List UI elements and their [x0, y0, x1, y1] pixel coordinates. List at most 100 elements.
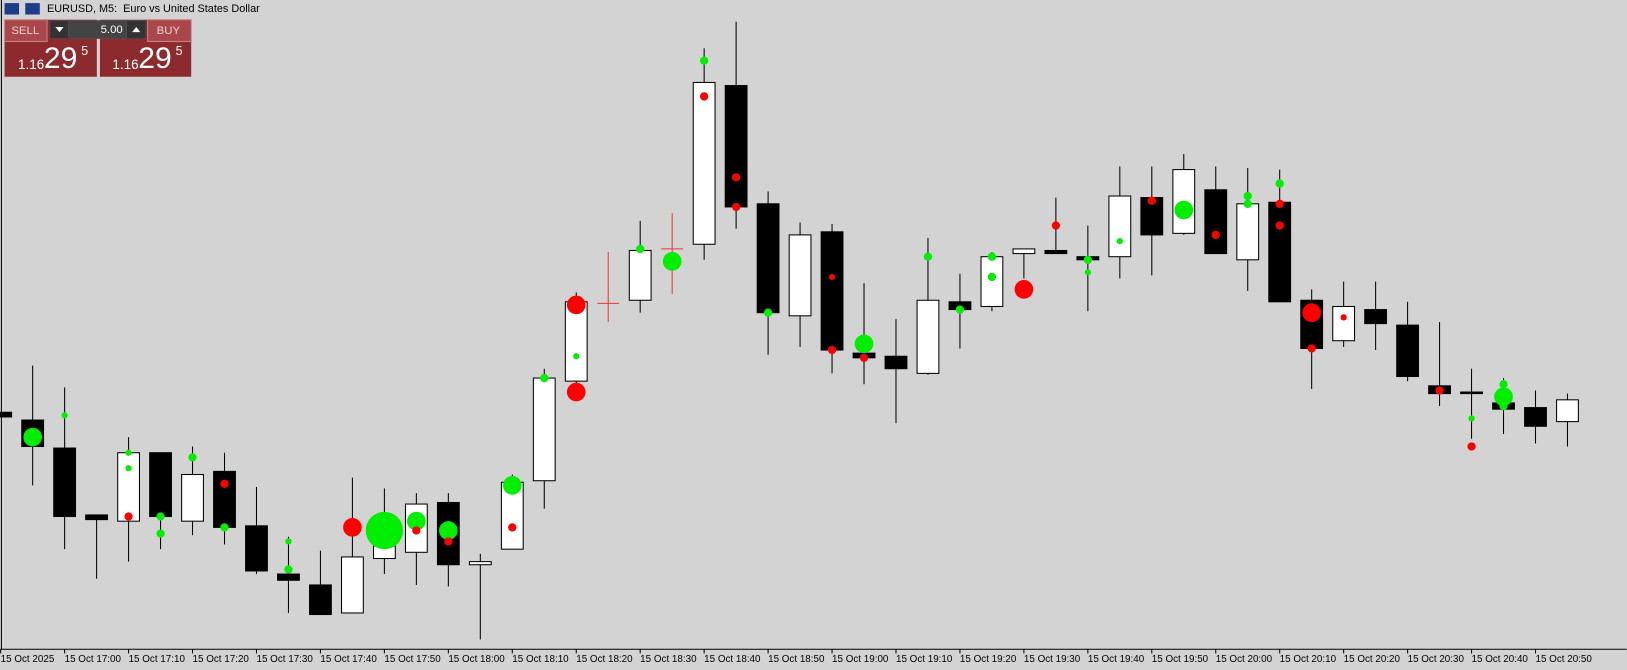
- candle-body: [884, 355, 908, 370]
- candle-body: [309, 584, 332, 616]
- signal-dot: [125, 465, 132, 472]
- x-tick-label: 15 Oct 17:00: [65, 654, 122, 665]
- candle-body: [692, 81, 716, 245]
- candle-body: [820, 231, 844, 351]
- candle-body: [1524, 407, 1547, 427]
- signal-dot: [365, 511, 404, 550]
- x-tick-label: 15 Oct 19:40: [1088, 654, 1145, 665]
- signal-dot: [540, 373, 549, 383]
- signal-dot: [1116, 238, 1123, 245]
- candle-body: [916, 299, 940, 374]
- signal-dot: [343, 518, 362, 537]
- signal-dot: [1302, 303, 1322, 323]
- signal-dot: [1083, 255, 1092, 264]
- buy-button[interactable]: [147, 19, 192, 43]
- x-tick-label: 15 Oct 19:50: [1152, 654, 1209, 665]
- signal-dot: [699, 92, 709, 101]
- signal-dot: [731, 173, 741, 182]
- sell-price-big: 1.16: [18, 57, 44, 72]
- signal-dot: [731, 202, 741, 212]
- x-tick-label: 15 Oct 20:10: [1280, 654, 1337, 665]
- x-tick-label: 15 Oct 20:50: [1536, 654, 1593, 665]
- signal-dot: [1084, 269, 1091, 276]
- candle-body: [53, 447, 77, 518]
- candle-body: [1204, 189, 1228, 255]
- signal-dot: [1467, 442, 1476, 451]
- signal-dot: [1051, 221, 1061, 230]
- signal-dot: [124, 512, 133, 521]
- signal-dot: [1147, 196, 1156, 205]
- signal-dot: [125, 449, 132, 456]
- signal-dot: [285, 538, 292, 545]
- candle-body: [1332, 305, 1356, 342]
- candle-body: [181, 473, 204, 522]
- signal-dot: [23, 427, 42, 447]
- sell-label: SELL: [11, 25, 39, 37]
- x-tick-label: 15 Oct 20:40: [1472, 654, 1529, 665]
- candle-body: [1556, 399, 1579, 423]
- candle-body: [756, 203, 780, 314]
- signal-dot: [1211, 230, 1220, 240]
- x-tick-label: 15 Oct 19:30: [1024, 654, 1081, 665]
- x-tick-label: 15 Oct 19:10: [896, 654, 953, 665]
- signal-dot: [828, 273, 836, 281]
- buy-price-pips: 29: [138, 42, 171, 75]
- signal-dot: [220, 479, 229, 488]
- signal-dot: [439, 521, 458, 540]
- candle-body: [532, 377, 556, 482]
- candle-body: [245, 525, 268, 572]
- candle-body: [149, 452, 172, 518]
- x-tick-label: 15 Oct 17:10: [129, 654, 186, 665]
- x-tick-label: 15 Oct 18:30: [640, 654, 697, 665]
- signal-dot: [566, 382, 586, 402]
- signal-dot: [1468, 415, 1475, 422]
- signal-dot: [1499, 380, 1508, 389]
- candle-body: [1108, 195, 1132, 258]
- candle-body: [980, 256, 1004, 307]
- x-tick-label: 15 Oct 17:40: [320, 654, 377, 665]
- candle-body: [85, 514, 109, 521]
- candle-body: [468, 561, 492, 566]
- signal-dot: [1014, 280, 1034, 299]
- signal-dot: [412, 526, 421, 535]
- signal-dot: [987, 252, 997, 261]
- x-tick-label: 15 Oct 18:10: [512, 654, 569, 665]
- x-tick-label: 15 Oct 18:40: [704, 654, 761, 665]
- candle-body: [628, 249, 652, 301]
- signal-dot: [444, 537, 453, 546]
- signal-dot: [1275, 221, 1284, 230]
- signal-dot: [859, 353, 869, 362]
- trade-panel: SELL BUY 5.00 1.16 29 5 1.16 29 5: [4, 19, 192, 77]
- x-tick-label: 15 Oct 19:00: [832, 654, 889, 665]
- signal-dot: [284, 565, 293, 574]
- candle-body: [341, 556, 364, 614]
- time-axis-labels: 15 Oct 2025 15 Oct 17:00 15 Oct 17:10 15 Oc…: [0, 649, 1593, 665]
- buy-price-point: 5: [176, 44, 183, 58]
- signal-dot: [573, 353, 580, 360]
- candle-body: [1236, 203, 1260, 261]
- candle-body: [277, 573, 300, 581]
- candle-body: [0, 411, 13, 418]
- signal-dot: [407, 511, 426, 531]
- buy-label: BUY: [157, 25, 181, 37]
- signal-dot: [156, 512, 165, 521]
- x-tick-label: 15 Oct 20:20: [1344, 654, 1401, 665]
- signal-dot: [1499, 401, 1508, 411]
- sell-button[interactable]: [4, 19, 48, 43]
- signal-dot: [662, 252, 682, 271]
- signal-dot: [502, 476, 522, 495]
- volume-box: [68, 20, 127, 39]
- signal-dot: [1494, 387, 1513, 407]
- signal-dot: [636, 244, 645, 254]
- signal-dot: [1307, 344, 1316, 353]
- x-tick-label: 15 Oct 18:50: [768, 654, 825, 665]
- candle-body: [1460, 391, 1483, 395]
- signal-dot: [1243, 191, 1252, 201]
- signal-dot: [854, 334, 874, 354]
- signal-dot: [827, 345, 837, 355]
- arrow-up: [132, 26, 141, 33]
- candle-body: [724, 85, 748, 208]
- x-tick-label: 15 Oct 2025: [1, 654, 55, 665]
